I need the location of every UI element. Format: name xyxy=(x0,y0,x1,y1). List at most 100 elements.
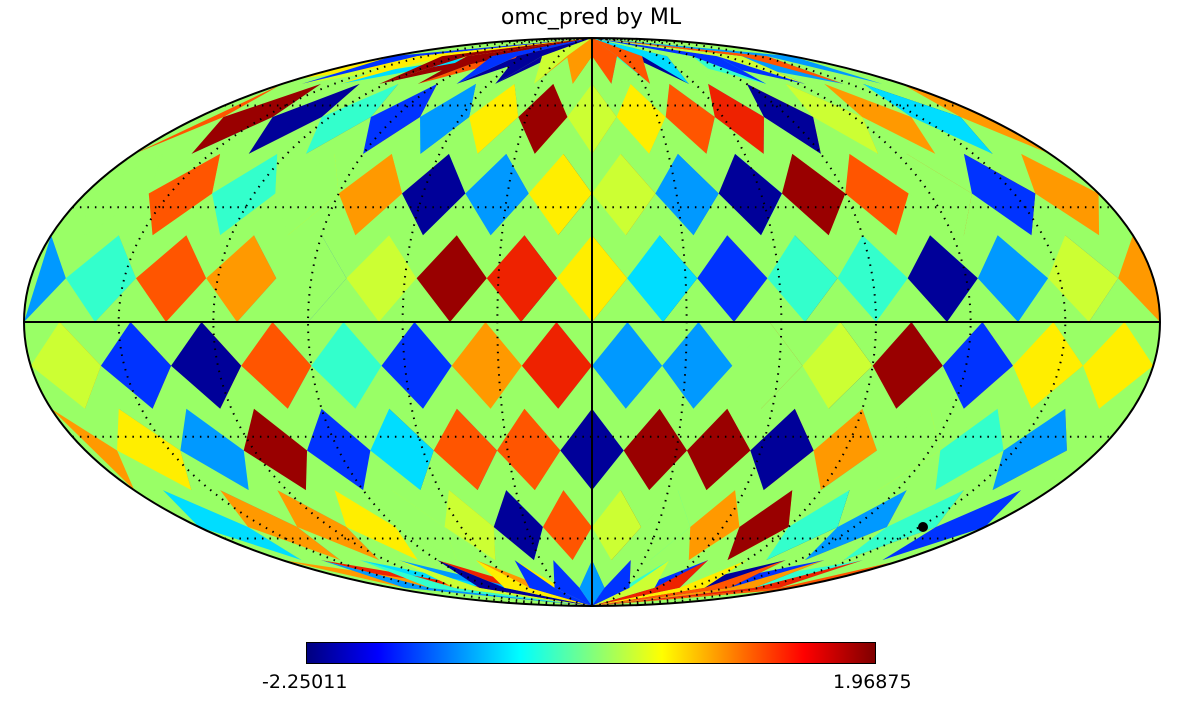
sky-pixel xyxy=(433,408,498,491)
sky-pixel xyxy=(171,322,242,409)
sky-pixel xyxy=(567,38,592,84)
meridian-line xyxy=(212,38,593,606)
sky-pixel xyxy=(872,322,943,409)
sky-pixel xyxy=(469,83,519,154)
sky-pixel xyxy=(767,235,838,322)
sky-pixel xyxy=(148,153,221,236)
sky-pixel xyxy=(845,153,909,236)
sky-pixel xyxy=(824,83,936,154)
sky-pixel xyxy=(65,235,136,322)
sky-pixel xyxy=(906,153,972,236)
sky-pixel xyxy=(379,38,592,84)
sky-pixel xyxy=(521,322,592,409)
sky-pixel xyxy=(277,490,380,561)
sky-pixel xyxy=(305,83,399,154)
sky-pixel xyxy=(708,83,764,154)
sky-pixel xyxy=(416,235,487,322)
sky-pixel xyxy=(686,408,751,491)
sky-pixel xyxy=(592,560,631,606)
sky-pixel xyxy=(746,83,821,154)
meridian-line xyxy=(591,38,1067,606)
sky-pixel xyxy=(727,490,793,561)
sky-pixel xyxy=(1021,153,1100,236)
sky-pixel xyxy=(592,490,642,561)
sky-pixel xyxy=(206,235,277,322)
sky-pixel xyxy=(134,83,283,154)
sky-pixel xyxy=(963,153,1036,236)
sky-pixel xyxy=(592,322,663,409)
sky-pixel xyxy=(750,408,814,491)
sky-pixel xyxy=(220,490,341,561)
sky-pixel xyxy=(497,408,561,491)
sky-pixel xyxy=(802,322,873,409)
map-outline xyxy=(23,37,1161,607)
marker-dot xyxy=(918,522,928,532)
sky-pixel xyxy=(402,153,466,236)
sky-pixel xyxy=(781,153,846,236)
sky-pixel xyxy=(117,408,192,491)
sky-pixel xyxy=(1048,235,1119,322)
sky-pixel xyxy=(212,153,278,236)
colorbar xyxy=(306,642,876,664)
sky-pixel xyxy=(180,408,249,491)
sky-pixel xyxy=(533,38,592,84)
sky-pixel xyxy=(493,490,543,561)
sky-pixel xyxy=(837,235,908,322)
sky-pixel xyxy=(276,235,347,322)
sky-pixel xyxy=(51,408,135,491)
sky-pixel xyxy=(992,408,1067,491)
sky-pixel xyxy=(191,83,322,154)
sky-pixel xyxy=(862,83,993,154)
sky-pixel xyxy=(518,83,568,154)
sky-pixel xyxy=(935,408,1004,491)
sky-pixel xyxy=(241,322,312,409)
sky-pixel xyxy=(592,38,689,84)
sky-pixel xyxy=(592,560,670,606)
sky-pixel xyxy=(732,322,803,409)
sky-pixel xyxy=(977,235,1049,322)
sky-pixel xyxy=(553,560,592,606)
sky-pixel xyxy=(243,408,308,491)
sky-pixel xyxy=(616,83,666,154)
sky-pixel xyxy=(338,153,403,236)
sky-pixel xyxy=(813,408,877,491)
sky-pixel xyxy=(592,153,656,236)
sky-pixel xyxy=(785,83,879,154)
sky-pixel xyxy=(275,153,339,236)
sky-pixel xyxy=(1049,408,1133,491)
sky-pixel xyxy=(391,490,457,561)
sky-pixel xyxy=(662,322,733,409)
sky-pixel xyxy=(623,408,687,491)
sky-pixel xyxy=(363,83,438,154)
sky-pixel xyxy=(766,490,850,561)
sky-pixel xyxy=(420,83,476,154)
sky-pixel xyxy=(162,490,302,561)
sky-pixel xyxy=(486,235,557,322)
sky-pixel xyxy=(465,153,529,236)
colorbar-min-label: -2.25011 xyxy=(262,671,348,693)
colorbar-max-label: 1.96875 xyxy=(833,671,912,693)
sky-pixel xyxy=(370,408,434,491)
sky-pixel xyxy=(655,153,719,236)
sky-pixel xyxy=(627,235,698,322)
sky-pixel xyxy=(804,490,907,561)
meridian-line xyxy=(591,38,972,606)
map-title: omc_pred by ML xyxy=(500,5,682,30)
sky-pixel xyxy=(1012,322,1084,409)
sky-pixel xyxy=(542,490,592,561)
sky-pixel xyxy=(100,322,172,409)
sky-pixel xyxy=(334,490,418,561)
sky-pixel xyxy=(592,38,651,84)
sky-pixel xyxy=(30,322,101,409)
mollweide-sky-map xyxy=(23,37,1161,607)
sky-pixel xyxy=(688,490,740,561)
sky-pixel xyxy=(444,490,496,561)
sky-pixel xyxy=(1083,322,1154,409)
sky-pixel xyxy=(876,408,941,491)
sky-pixel xyxy=(528,153,592,236)
sky-pixel xyxy=(592,38,617,84)
sky-pixel xyxy=(641,490,691,561)
sky-pixel xyxy=(84,153,163,236)
sky-pixel xyxy=(248,83,360,154)
sky-pixel xyxy=(882,490,1022,561)
